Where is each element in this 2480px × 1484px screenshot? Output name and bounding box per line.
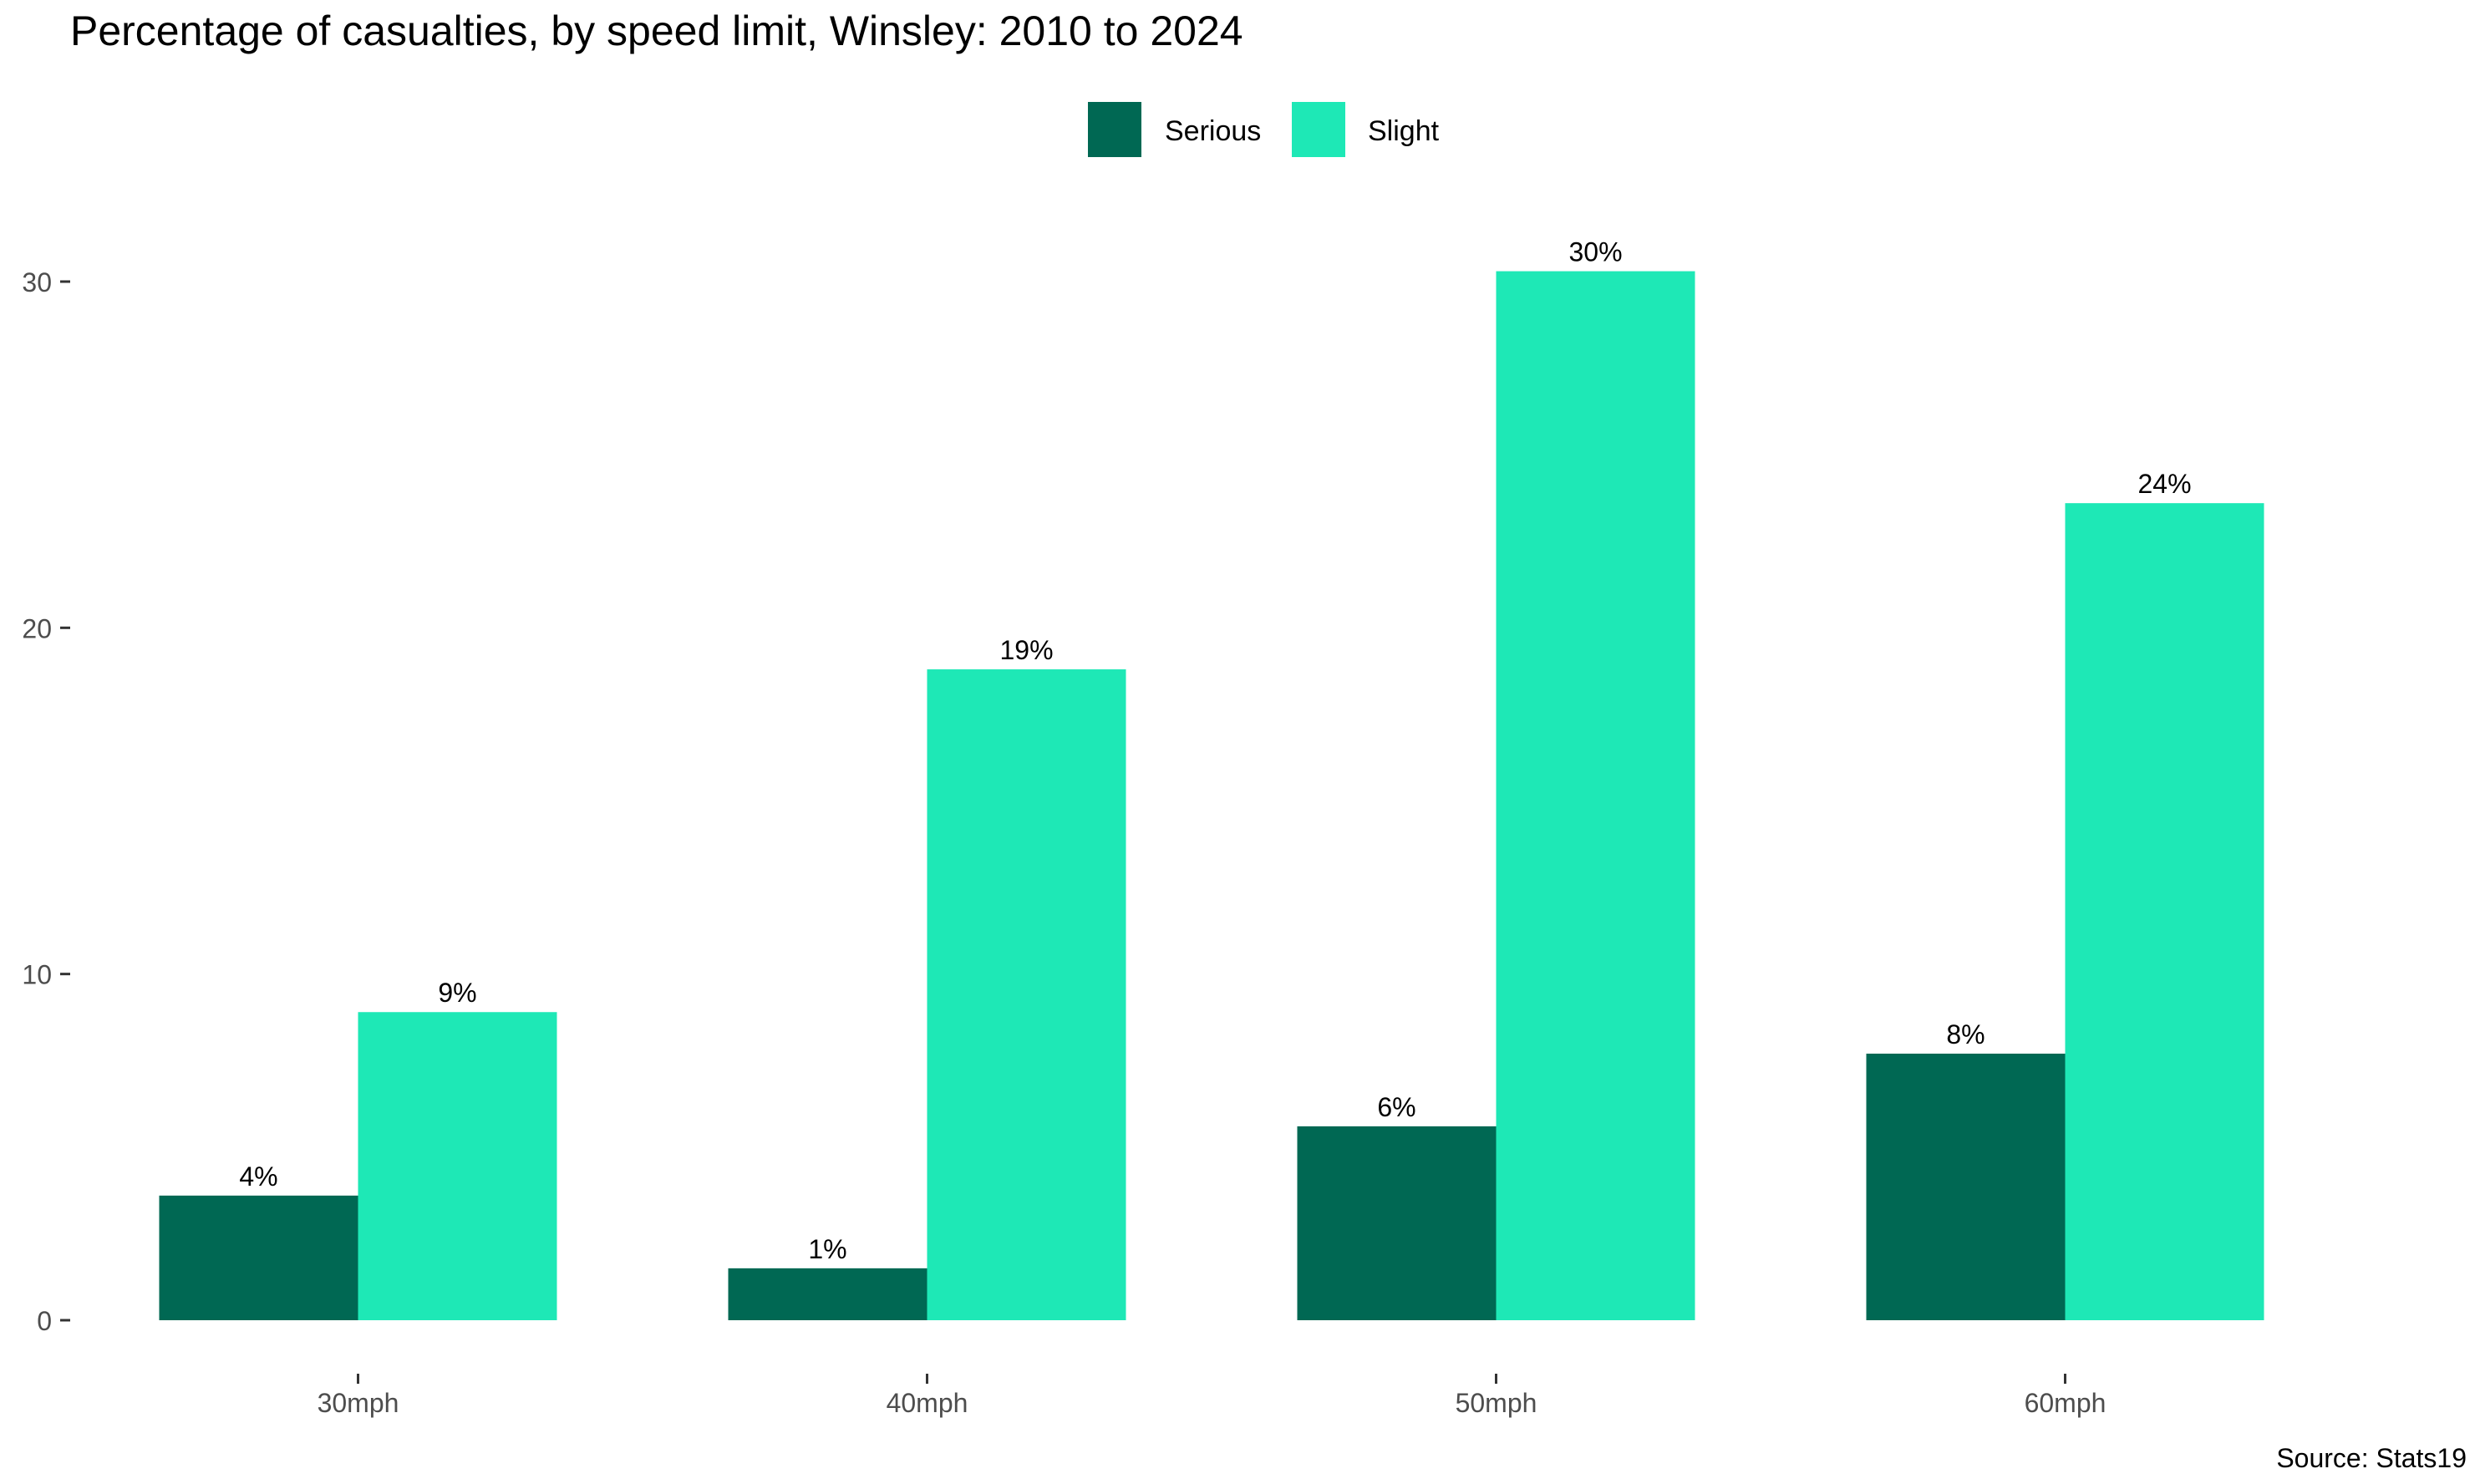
chart-title: Percentage of casualties, by speed limit… xyxy=(70,8,1243,54)
bar-serious-30mph xyxy=(159,1195,358,1320)
data-label-serious-40mph: 1% xyxy=(808,1234,846,1264)
bars: 4% 9% 1% 19% 6% 30% 8% 24% xyxy=(159,237,2264,1320)
legend-label-slight: Slight xyxy=(1368,115,1440,147)
source-note: Source: Stats19 xyxy=(2276,1443,2467,1473)
y-tick-label: 30 xyxy=(22,267,52,297)
y-axis: 0 10 20 30 xyxy=(22,267,70,1336)
data-label-slight-60mph: 24% xyxy=(2137,469,2191,499)
y-tick-label: 0 xyxy=(37,1306,52,1336)
x-tick-label: 50mph xyxy=(1456,1388,1537,1418)
data-label-slight-30mph: 9% xyxy=(438,978,476,1008)
data-label-serious-30mph: 4% xyxy=(239,1161,277,1192)
data-label-serious-60mph: 8% xyxy=(1946,1019,1985,1049)
legend-swatch-serious xyxy=(1088,102,1141,157)
bar-serious-60mph xyxy=(1866,1053,2066,1320)
x-tick-label: 60mph xyxy=(2025,1388,2106,1418)
y-tick-label: 10 xyxy=(22,960,52,990)
legend-label-serious: Serious xyxy=(1165,115,1261,147)
legend-swatch-slight xyxy=(1292,102,1345,157)
data-label-serious-50mph: 6% xyxy=(1377,1092,1415,1122)
bar-serious-50mph xyxy=(1297,1126,1497,1320)
bar-slight-60mph xyxy=(2065,503,2264,1320)
x-tick-label: 30mph xyxy=(318,1388,399,1418)
x-tick-label: 40mph xyxy=(887,1388,968,1418)
data-label-slight-50mph: 30% xyxy=(1568,237,1622,267)
data-label-slight-40mph: 19% xyxy=(999,635,1053,665)
x-axis: 30mph 40mph 50mph 60mph xyxy=(318,1374,2106,1418)
bar-slight-40mph xyxy=(927,669,1126,1320)
legend: Serious Slight xyxy=(1088,102,1440,157)
y-tick-label: 20 xyxy=(22,613,52,643)
bar-serious-40mph xyxy=(728,1268,927,1320)
bar-slight-50mph xyxy=(1496,271,1695,1320)
bar-slight-30mph xyxy=(358,1012,557,1320)
